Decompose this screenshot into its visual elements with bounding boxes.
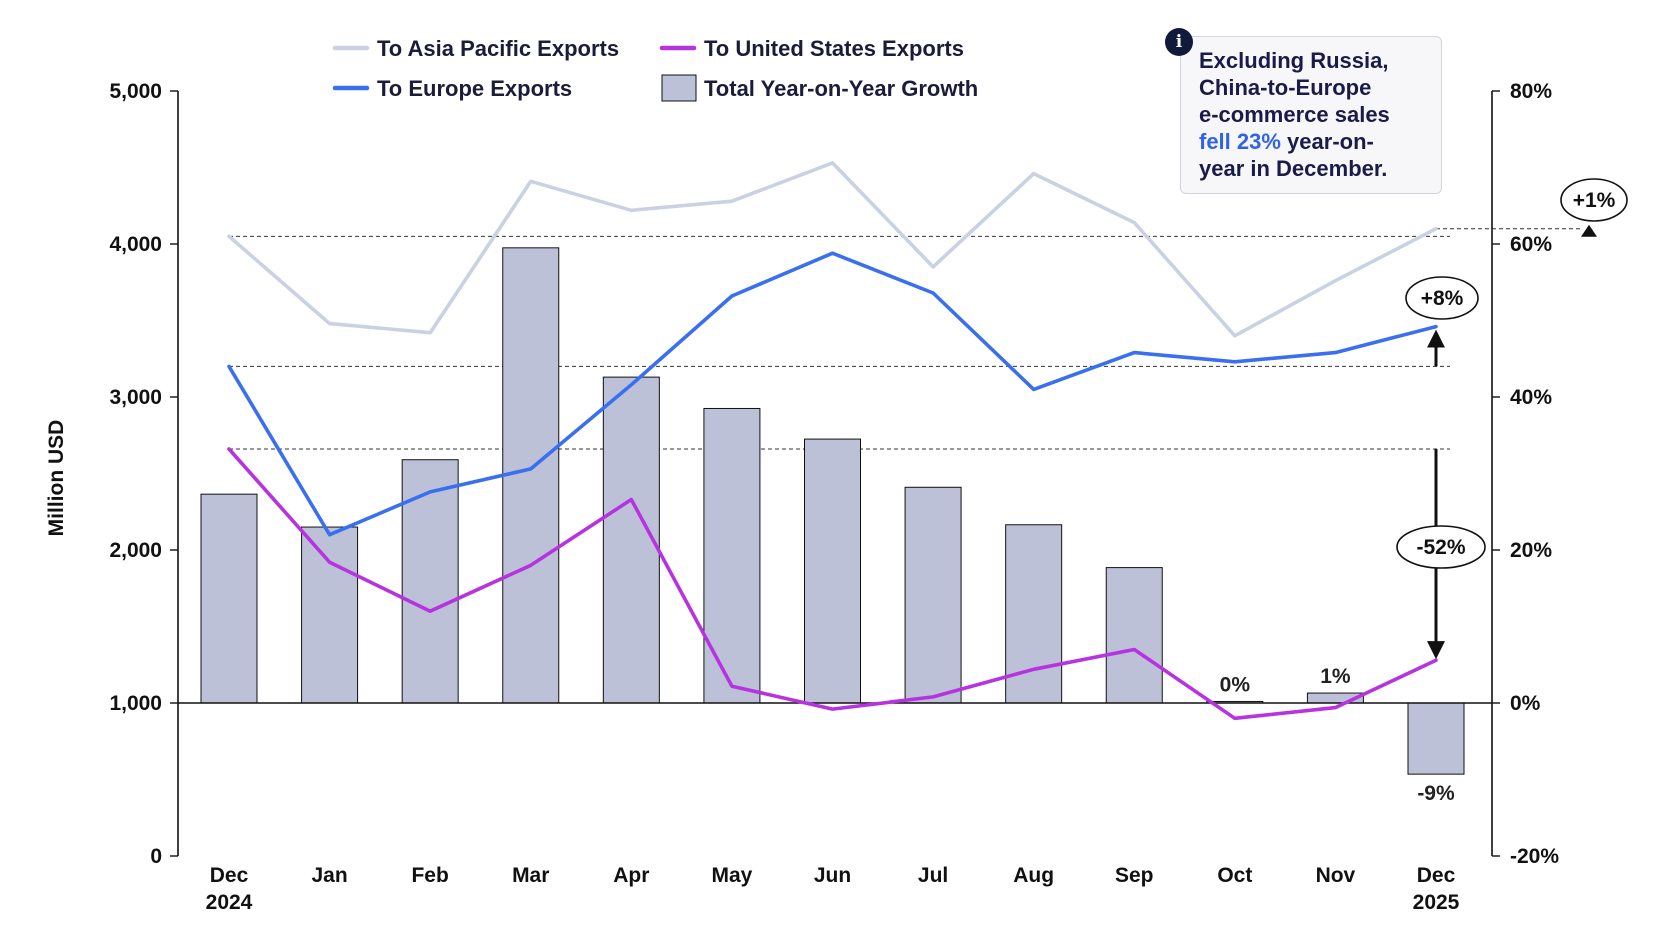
x-tick-label-9: Sep [1115, 864, 1154, 887]
line-europe [227, 251, 1438, 537]
right-tick-label-1: 0% [1510, 692, 1541, 715]
change-label-us: -52% [1416, 536, 1465, 559]
x-tick-label-5: May [711, 864, 752, 887]
y-axis-label: Million USD [45, 420, 68, 537]
axes-group: 0 1,000 2,000 3,000 4,000 5,000 -20% 0% 20% 40% 60… [109, 80, 1559, 914]
note-line-2: China-to-Europe [1199, 75, 1372, 100]
line-asia-pacific [227, 161, 1438, 338]
info-icon: i [1165, 28, 1193, 56]
oval-us [1396, 525, 1486, 569]
right-tick-label-0: -20% [1510, 845, 1559, 868]
bar-label-10: 0% [1220, 673, 1251, 696]
note-line-4: fell 23% year-on- [1199, 128, 1429, 155]
x-tick-label-10: Oct [1217, 864, 1252, 887]
x-tick-label-2: Feb [411, 864, 448, 887]
note-box: Excluding Russia, China-to-Europe e-comm… [1180, 36, 1442, 194]
left-tick-label-1: 1,000 [109, 692, 162, 715]
x-tick-label-8: Aug [1013, 864, 1054, 887]
left-tick-label-5: 5,000 [109, 80, 162, 103]
bar-label-12: -9% [1417, 782, 1455, 805]
legend-label-0: To Asia Pacific Exports [377, 36, 619, 61]
bar-label-11: 1% [1320, 665, 1351, 688]
bar-5 [703, 407, 761, 704]
legend-label-2: To Europe Exports [377, 76, 572, 101]
bar-7 [904, 486, 962, 704]
right-tick-label-2: 20% [1510, 539, 1552, 562]
right-tick-label-3: 40% [1510, 386, 1552, 409]
note-line-3: e-commerce sales [1199, 102, 1390, 127]
line-united-states [227, 447, 1438, 721]
bar-4 [602, 376, 660, 704]
bar-1 [301, 526, 359, 704]
legend-label-3: Total Year-on-Year Growth [704, 76, 978, 101]
right-tick-label-5: 80% [1510, 80, 1552, 103]
x-tick-label-4: Apr [613, 864, 649, 887]
x-tick-label-1: Jan [311, 864, 347, 887]
bar-3 [502, 247, 560, 704]
x-tick-label-11: Nov [1316, 864, 1356, 887]
note-line-4-rest: year-on- [1280, 129, 1374, 154]
x-tick-label-12: Dec 2025 [1413, 864, 1460, 914]
bar-6 [804, 438, 861, 704]
x-tick-label-3: Mar [512, 864, 549, 887]
x-tick-label-0: Dec 2024 [206, 864, 253, 914]
left-tick-label-4: 4,000 [109, 233, 162, 256]
lines-group [227, 161, 1438, 721]
legend-swatch-3 [661, 74, 697, 102]
x-tick-label-7: Jul [918, 864, 948, 887]
note-line-1: Excluding Russia, [1199, 48, 1389, 73]
bar-2 [401, 459, 459, 704]
oval-europe [1405, 276, 1479, 320]
left-tick-label-3: 3,000 [109, 386, 162, 409]
change-label-asia: +1% [1573, 189, 1616, 212]
note-highlight: fell 23% [1199, 129, 1281, 154]
note-line-5: year in December. [1199, 156, 1388, 181]
legend: To Asia Pacific Exports To United States … [332, 36, 978, 102]
reference-lines [229, 228, 1580, 450]
annotations-group: +1% +8% -52% [1396, 178, 1628, 660]
arrow-asia [1581, 224, 1597, 237]
x-tick-label-6: Jun [814, 864, 851, 887]
left-tick-label-2: 2,000 [109, 539, 162, 562]
bars-group: 0% 1% -9% [200, 247, 1465, 805]
right-tick-label-4: 60% [1510, 233, 1552, 256]
bar-12 [1407, 702, 1465, 775]
legend-label-1: To United States Exports [704, 36, 964, 61]
oval-asia [1560, 178, 1628, 222]
bar-0 [200, 493, 258, 704]
bar-9 [1105, 567, 1163, 704]
change-label-europe: +8% [1421, 287, 1464, 310]
left-tick-label-0: 0 [150, 845, 162, 868]
